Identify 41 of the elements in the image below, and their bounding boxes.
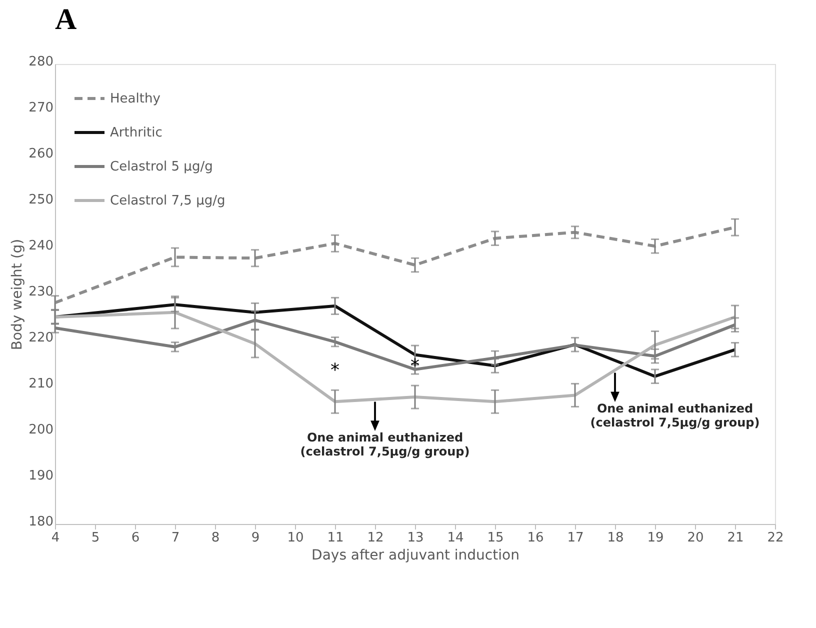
x-tick-label: 9 xyxy=(251,530,260,546)
x-tick-label: 22 xyxy=(767,530,784,546)
x-tick-label: 21 xyxy=(727,530,744,546)
annotation: One animal euthanized (celastrol 7,5µg/g group) xyxy=(300,430,470,458)
x-tick-label: 4 xyxy=(51,530,60,546)
legend-label: Celastrol 5 µg/g xyxy=(110,160,213,174)
y-tick-label: 190 xyxy=(28,468,54,484)
y-tick-label: 230 xyxy=(28,284,54,300)
y-tick-label: 210 xyxy=(28,376,54,392)
legend-label: Celastrol 7,5 µg/g xyxy=(110,194,226,208)
x-tick-label: 6 xyxy=(131,530,140,546)
x-tick-label: 13 xyxy=(407,530,424,546)
x-tick-label: 14 xyxy=(447,530,464,546)
x-tick-label: 17 xyxy=(567,530,584,546)
x-tick-label: 5 xyxy=(91,530,100,546)
y-axis-title: Body weight (g) xyxy=(10,238,26,350)
data-label: * xyxy=(410,356,420,377)
data-label: * xyxy=(330,360,340,382)
x-tick-label: 12 xyxy=(367,530,384,546)
x-tick-label: 16 xyxy=(527,530,544,546)
y-tick-label: 200 xyxy=(28,422,54,438)
y-tick-label: 220 xyxy=(28,330,54,346)
x-tick-label: 19 xyxy=(647,530,664,546)
annotation: One animal euthanized (celastrol 7,5µg/g group) xyxy=(590,401,760,430)
y-tick-label: 180 xyxy=(28,514,54,530)
legend-label: Healthy xyxy=(110,92,161,106)
x-tick-label: 10 xyxy=(287,530,304,546)
y-tick-label: 250 xyxy=(28,192,54,208)
y-tick-label: 260 xyxy=(28,146,54,162)
legend-label: Arthritic xyxy=(110,126,162,140)
y-tick-label: 280 xyxy=(28,54,54,70)
x-tick-label: 7 xyxy=(171,530,180,546)
y-tick-label: 240 xyxy=(28,238,54,254)
x-tick-label: 8 xyxy=(211,530,220,546)
x-axis-title: Days after adjuvant induction xyxy=(312,548,520,564)
x-tick-label: 20 xyxy=(687,530,704,546)
x-tick-label: 11 xyxy=(327,530,344,546)
chart-title: A xyxy=(55,3,77,36)
x-tick-label: 18 xyxy=(607,530,624,546)
y-tick-label: 270 xyxy=(28,100,54,116)
x-tick-label: 15 xyxy=(487,530,504,546)
